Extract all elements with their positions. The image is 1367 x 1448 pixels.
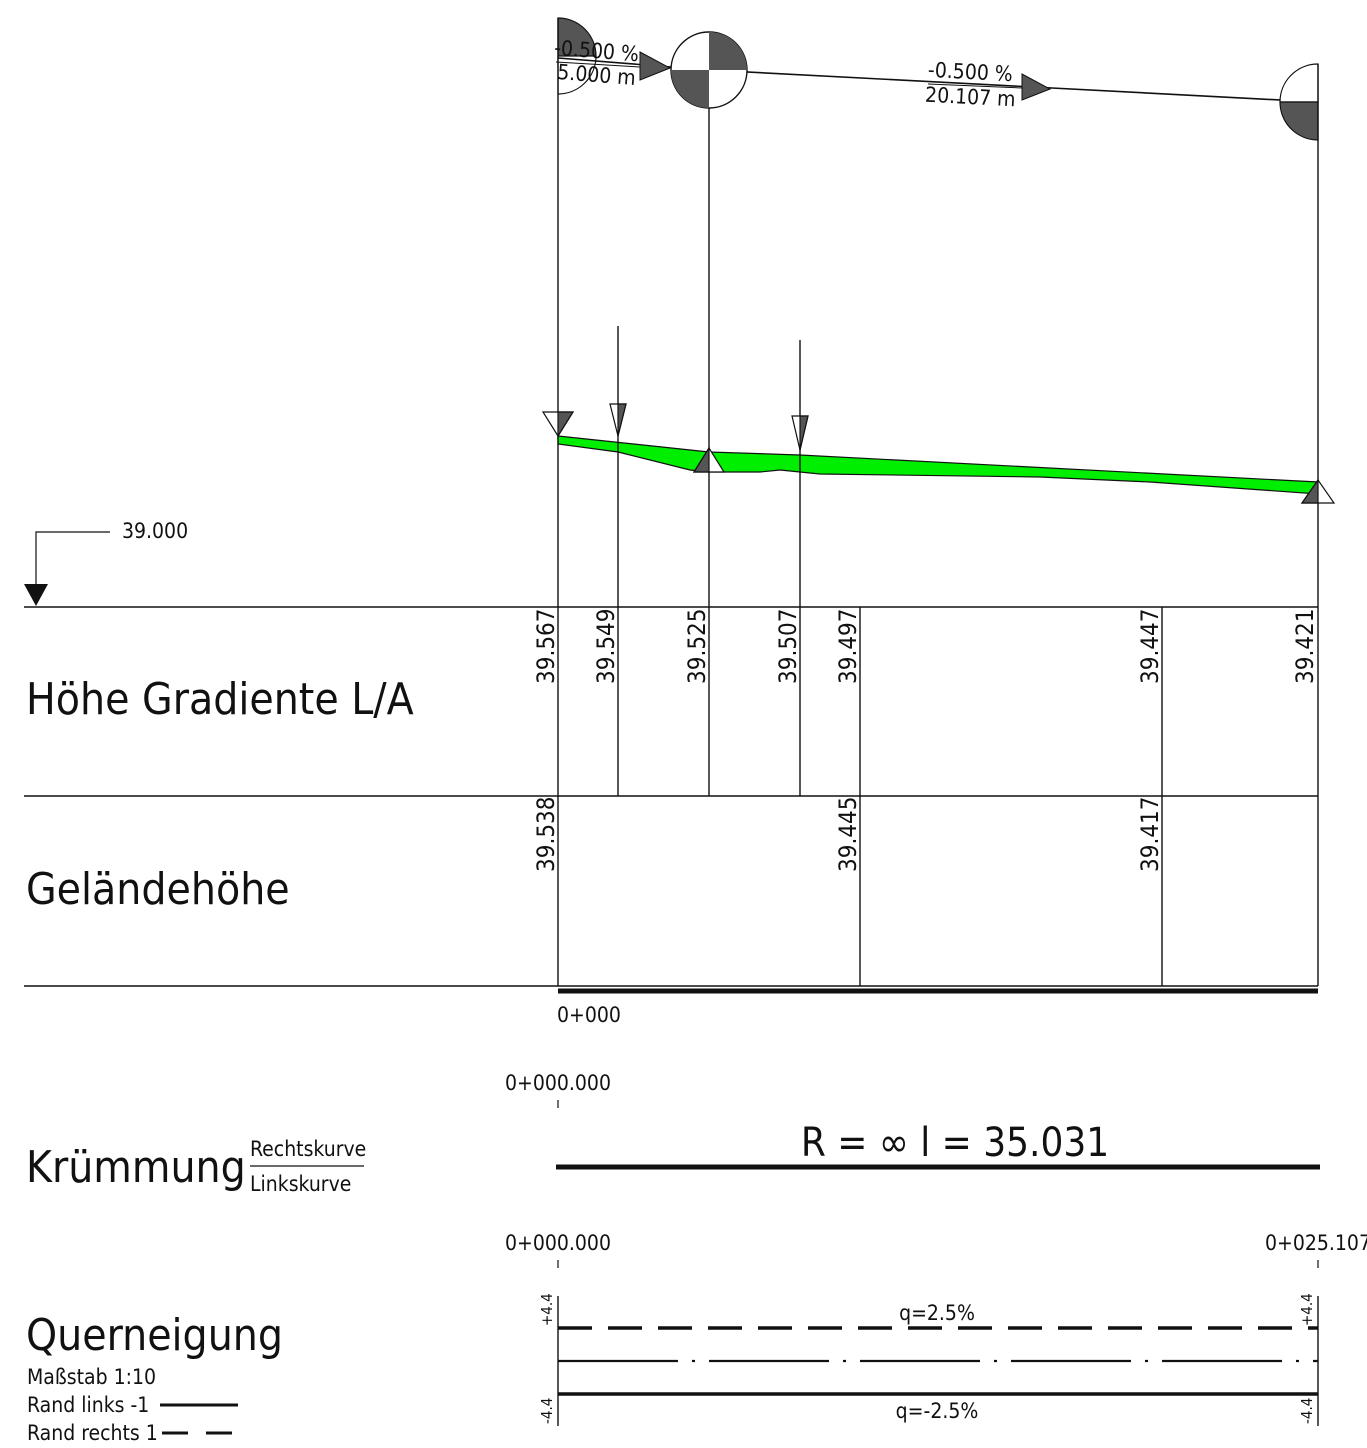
earthwork-fill <box>557 435 1319 495</box>
pvi-marker-2 <box>670 31 748 109</box>
curvature-station-start: 0+000.000 <box>505 1071 611 1095</box>
gradient-value: 39.447 <box>1136 608 1164 684</box>
gradient-value: 39.549 <box>592 608 620 684</box>
station-start-label: 0+000 <box>557 1003 621 1027</box>
profile-markers <box>541 403 1336 504</box>
crossfall-legend-right: Rand rechts 1 <box>27 1421 158 1445</box>
crossfall-tick-bottom-end: -4.4 <box>1298 1398 1316 1424</box>
row-label-terrain: Geländehöhe <box>26 864 290 915</box>
pvi-marker-end <box>1279 63 1319 141</box>
curvature-element-text: R = ∞ l = 35.031 <box>801 1120 1109 1166</box>
grade-2-length: 20.107 m <box>925 83 1017 112</box>
gradient-value: 39.507 <box>774 608 802 684</box>
crossfall-label: Querneigung <box>26 1310 283 1361</box>
curvature-legend-left: Linkskurve <box>250 1172 351 1196</box>
gradient-value: 39.421 <box>1291 608 1319 684</box>
terrain-values: 39.538 39.445 39.417 <box>532 796 1164 872</box>
crossfall-tick-top-start: +4.4 <box>538 1293 556 1326</box>
curvature-legend-right: Rechtskurve <box>250 1137 366 1161</box>
crossfall-scale: Maßstab 1:10 <box>27 1365 156 1389</box>
crossfall-q-left: q=2.5% <box>899 1301 975 1325</box>
profile-station-lines <box>557 18 1319 986</box>
q-left-bg <box>902 1298 972 1324</box>
terrain-value: 39.538 <box>532 796 560 872</box>
gradient-values: 39.567 39.549 39.525 39.507 39.497 39.44… <box>532 608 1319 684</box>
datum-marker <box>24 531 110 606</box>
curvature-label: Krümmung <box>26 1142 246 1193</box>
crossfall-station-end: 0+025.107 <box>1265 1231 1367 1255</box>
grade-2-rule <box>927 83 1023 89</box>
grade-1-rule <box>555 61 641 68</box>
crossfall-tick-top-end: +4.4 <box>1298 1293 1316 1326</box>
pvi-marker-start <box>557 17 597 95</box>
crossfall-tick-bottom-start: -4.4 <box>538 1398 556 1424</box>
band-table-lines <box>24 606 1318 987</box>
terrain-value: 39.417 <box>1136 796 1164 872</box>
grade-arrow-2 <box>1021 73 1052 101</box>
datum-value: 39.000 <box>122 519 188 543</box>
gradient-value: 39.497 <box>834 608 862 684</box>
crossfall-station-start: 0+000.000 <box>505 1231 611 1255</box>
crossfall-q-right: q=-2.5% <box>896 1399 979 1423</box>
row-label-gradient: Höhe Gradiente L/A <box>26 674 414 725</box>
grade-1-length: 5.000 m <box>556 60 636 90</box>
gradient-value: 39.567 <box>532 608 560 684</box>
gradient-value: 39.525 <box>683 608 711 684</box>
grade-arrow-1 <box>639 51 672 81</box>
grade-2-value: -0.500 % <box>927 58 1013 86</box>
terrain-value: 39.445 <box>834 796 862 872</box>
crossfall-legend-left: Rand links -1 <box>27 1393 149 1417</box>
